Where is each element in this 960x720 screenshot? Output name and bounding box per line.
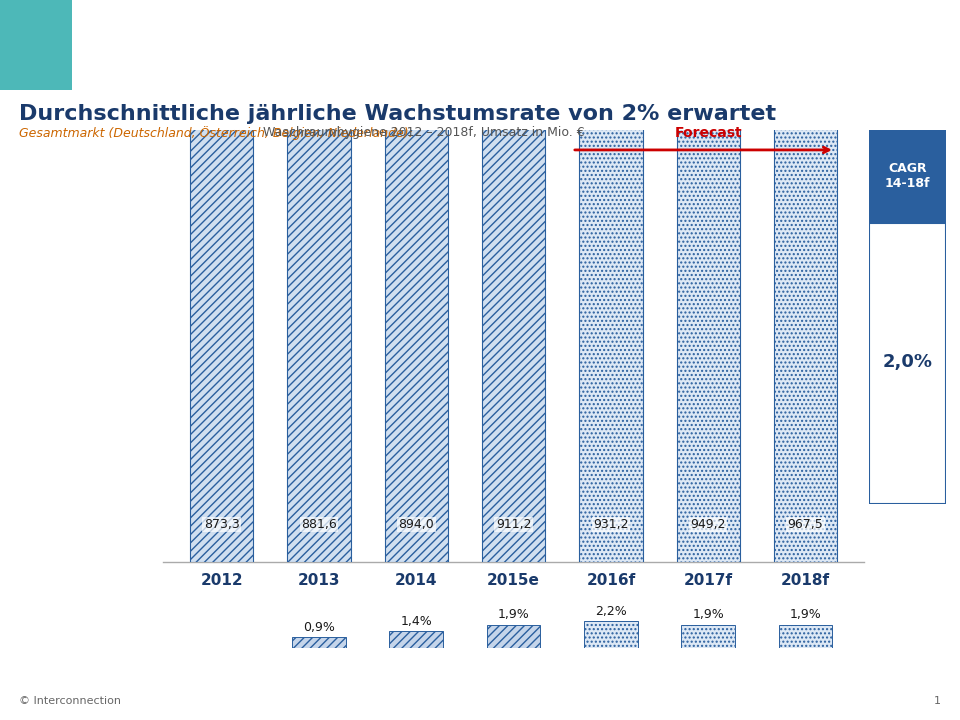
Text: 1,9%: 1,9% xyxy=(692,608,724,621)
Bar xyxy=(779,624,832,648)
Text: 2,2%: 2,2% xyxy=(595,605,627,618)
Text: 2,0%: 2,0% xyxy=(882,353,932,371)
Text: Marktanalyse Waschraumhygiene: Marktanalyse Waschraumhygiene xyxy=(464,33,941,57)
Text: 911,2: 911,2 xyxy=(496,518,531,531)
FancyBboxPatch shape xyxy=(869,130,946,223)
Bar xyxy=(677,0,740,562)
Bar xyxy=(292,637,346,648)
Text: Gesamtmarkt (Deutschland, Österreich, Belgien, Niederlande):: Gesamtmarkt (Deutschland, Österreich, Be… xyxy=(19,126,413,140)
FancyBboxPatch shape xyxy=(869,223,946,504)
Bar xyxy=(579,0,642,562)
Text: 949,2: 949,2 xyxy=(690,518,726,531)
Bar xyxy=(682,624,735,648)
Text: © Interconnection: © Interconnection xyxy=(19,696,121,706)
Text: Jährliche
Veränderung
in %: Jährliche Veränderung in % xyxy=(32,590,122,634)
Text: Umsatz
in Mio. €: Umsatz in Mio. € xyxy=(43,417,110,447)
Text: 873,3: 873,3 xyxy=(204,518,239,531)
Text: 1,9%: 1,9% xyxy=(497,608,530,621)
Bar xyxy=(584,621,637,648)
Bar xyxy=(190,0,253,562)
Text: Forecast: Forecast xyxy=(675,126,742,140)
Text: 1,4%: 1,4% xyxy=(400,615,432,628)
Text: 0,9%: 0,9% xyxy=(303,621,335,634)
Text: 931,2: 931,2 xyxy=(593,518,629,531)
Text: 881,6: 881,6 xyxy=(301,518,337,531)
Text: 894,0: 894,0 xyxy=(398,518,434,531)
Text: 1,9%: 1,9% xyxy=(790,608,822,621)
Bar xyxy=(390,631,444,648)
Text: Waschraumhygiene 2012 – 2018f, Umsatz in Mio. €: Waschraumhygiene 2012 – 2018f, Umsatz in… xyxy=(259,126,585,139)
Text: 1: 1 xyxy=(934,696,941,706)
Text: Durchschnittliche jährliche Wachstumsrate von 2% erwartet: Durchschnittliche jährliche Wachstumsrat… xyxy=(19,104,777,125)
Text: CAGR
14-18f: CAGR 14-18f xyxy=(884,163,930,190)
Bar xyxy=(487,624,540,648)
Bar xyxy=(482,0,545,562)
Bar xyxy=(287,0,350,562)
Bar xyxy=(385,0,448,562)
Bar xyxy=(774,0,837,562)
Text: 967,5: 967,5 xyxy=(788,518,824,531)
FancyBboxPatch shape xyxy=(0,0,72,90)
